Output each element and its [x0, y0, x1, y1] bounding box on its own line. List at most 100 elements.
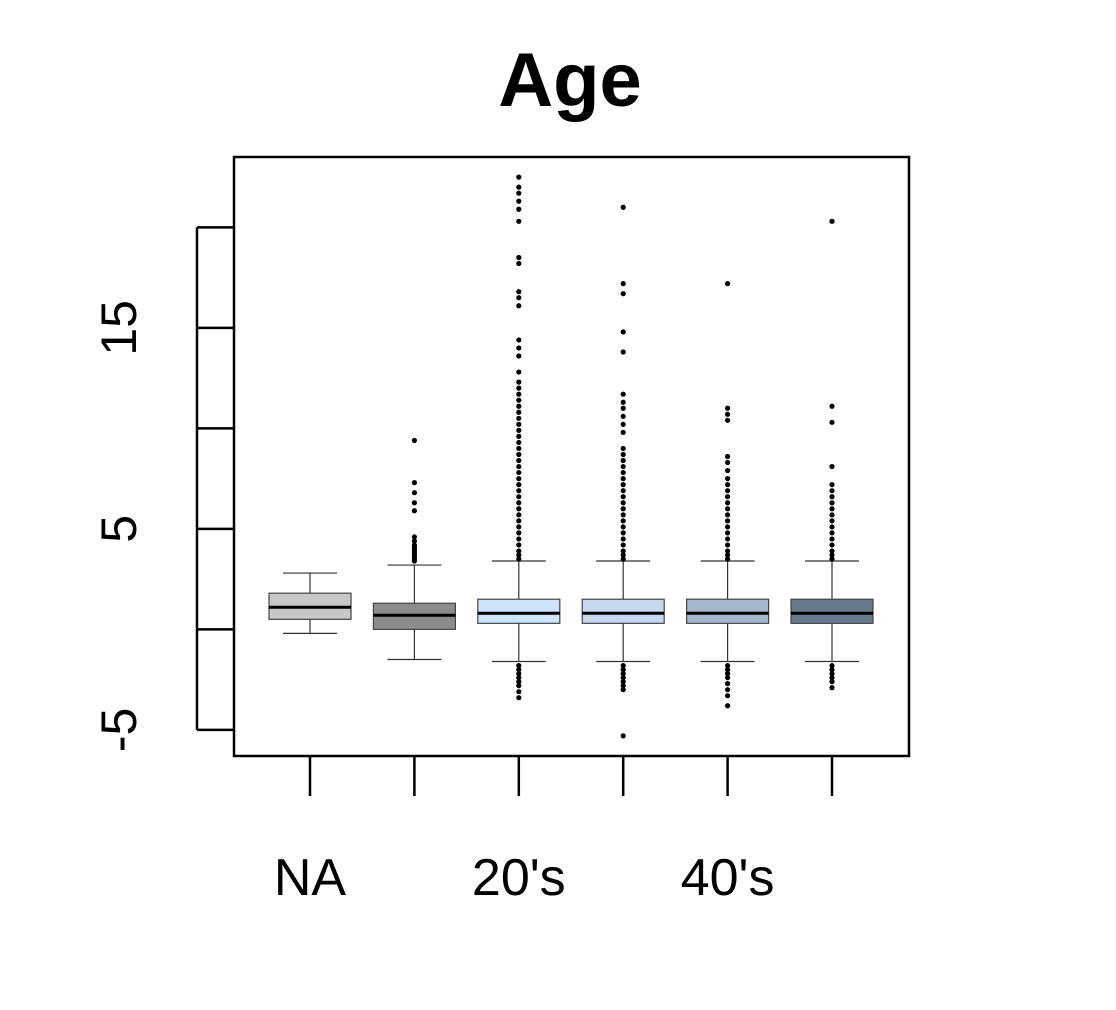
outlier-point [829, 670, 835, 677]
outlier-point [620, 518, 626, 524]
outlier-point [516, 670, 522, 677]
outlier-point [829, 506, 835, 512]
outlier-point [516, 379, 522, 385]
outlier-point [516, 552, 522, 558]
outlier-point [516, 451, 522, 458]
outlier-point [516, 662, 522, 669]
outlier-point [516, 518, 522, 524]
outlier-point [516, 353, 522, 359]
outlier-point [829, 666, 835, 673]
outlier-point [725, 467, 731, 474]
outlier-point [516, 666, 522, 673]
outlier-point [620, 662, 626, 669]
outlier-point [620, 500, 626, 506]
outlier-point [620, 494, 626, 500]
outlier-point [516, 218, 522, 224]
outlier-point [829, 685, 835, 691]
outlier-point [725, 552, 731, 558]
outlier-point [516, 488, 522, 494]
outlier-point [516, 260, 522, 267]
outlier-point [620, 463, 626, 470]
outlier-point [516, 190, 522, 196]
boxes [268, 174, 874, 739]
outlier-point [829, 488, 835, 494]
outlier-point [829, 403, 835, 409]
outlier-point [516, 482, 522, 488]
outlier-point [725, 670, 731, 677]
outlier-point [620, 421, 626, 427]
outlier-point [516, 476, 522, 482]
outlier-point [620, 679, 626, 685]
outlier-point [725, 281, 731, 287]
outlier-point [620, 733, 626, 739]
outlier-point [620, 445, 626, 452]
outlier-point [516, 174, 522, 180]
outlier-point [516, 556, 522, 562]
outlier-point [620, 469, 626, 476]
outlier-point [516, 254, 522, 261]
outlier-point [516, 391, 522, 397]
outlier-point [516, 445, 522, 452]
outlier-point [620, 405, 626, 411]
outlier-point [829, 500, 835, 506]
outlier-point [516, 198, 522, 204]
outlier-point [516, 289, 522, 295]
outlier-point [620, 524, 626, 530]
outlier-point [725, 459, 731, 466]
outlier-point [516, 463, 522, 470]
box-group [790, 218, 874, 691]
outlier-point [516, 337, 522, 343]
box [790, 598, 874, 624]
outlier-point [620, 666, 626, 673]
outlier-point [411, 480, 417, 486]
outlier-point [725, 666, 731, 673]
x-tick-label: 20's [472, 849, 566, 907]
outlier-point [725, 453, 731, 460]
outlier-point [516, 345, 522, 351]
outlier-point [516, 679, 522, 685]
outlier-point [725, 512, 731, 518]
outlier-point [829, 494, 835, 500]
outlier-point [516, 530, 522, 536]
outlier-point [516, 433, 522, 439]
outlier-point [620, 476, 626, 482]
outlier-point [516, 695, 522, 701]
outlier-point [725, 476, 731, 482]
outlier-point [411, 508, 417, 514]
outlier-point [411, 538, 417, 544]
outlier-point [620, 281, 626, 287]
outlier-point [725, 703, 731, 709]
outlier-point [620, 349, 626, 355]
outlier-point [829, 679, 835, 685]
outlier-point [829, 463, 835, 470]
box [685, 598, 770, 624]
outlier-point [516, 385, 522, 391]
outlier-point [725, 556, 731, 562]
box-group [581, 204, 665, 739]
box-group [685, 281, 770, 709]
outlier-point [516, 369, 522, 375]
outlier-point [620, 548, 626, 554]
outlier-point [516, 675, 522, 681]
outlier-point [829, 536, 835, 542]
outlier-point [620, 670, 626, 677]
outlier-point [620, 457, 626, 464]
outlier-point [620, 530, 626, 536]
outlier-point [620, 413, 626, 419]
outlier-point [516, 295, 522, 301]
outlier-point [620, 542, 626, 548]
outlier-point [620, 506, 626, 512]
x-tick-label: 40's [681, 849, 775, 907]
outlier-point [516, 683, 522, 689]
box-group [477, 174, 561, 701]
outlier-point [725, 675, 731, 681]
outlier-point [725, 405, 731, 411]
outlier-point [516, 542, 522, 548]
outlier-point [725, 518, 731, 524]
outlier-point [725, 681, 731, 687]
box [581, 598, 665, 624]
outlier-point [516, 184, 522, 190]
outlier-point [829, 524, 835, 530]
outlier-point [620, 552, 626, 558]
